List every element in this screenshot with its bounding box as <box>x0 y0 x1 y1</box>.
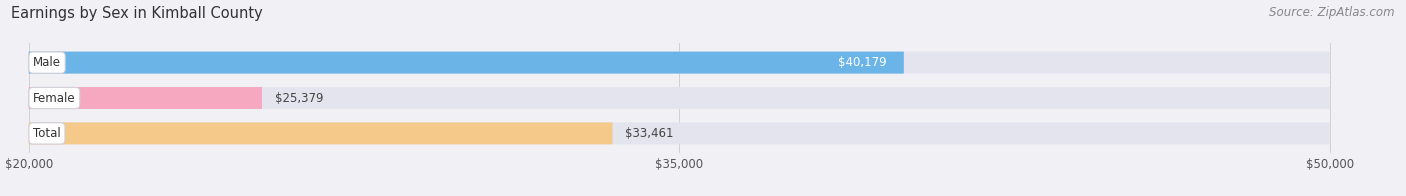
FancyBboxPatch shape <box>28 122 613 144</box>
FancyBboxPatch shape <box>28 87 262 109</box>
FancyBboxPatch shape <box>28 52 1330 74</box>
Text: $40,179: $40,179 <box>838 56 886 69</box>
Text: Source: ZipAtlas.com: Source: ZipAtlas.com <box>1270 6 1395 19</box>
Text: Earnings by Sex in Kimball County: Earnings by Sex in Kimball County <box>11 6 263 21</box>
Text: $33,461: $33,461 <box>626 127 673 140</box>
FancyBboxPatch shape <box>28 122 1330 144</box>
Text: Male: Male <box>34 56 60 69</box>
Text: Female: Female <box>34 92 76 104</box>
FancyBboxPatch shape <box>28 87 1330 109</box>
FancyBboxPatch shape <box>28 52 904 74</box>
Text: $25,379: $25,379 <box>276 92 323 104</box>
Text: Total: Total <box>34 127 60 140</box>
